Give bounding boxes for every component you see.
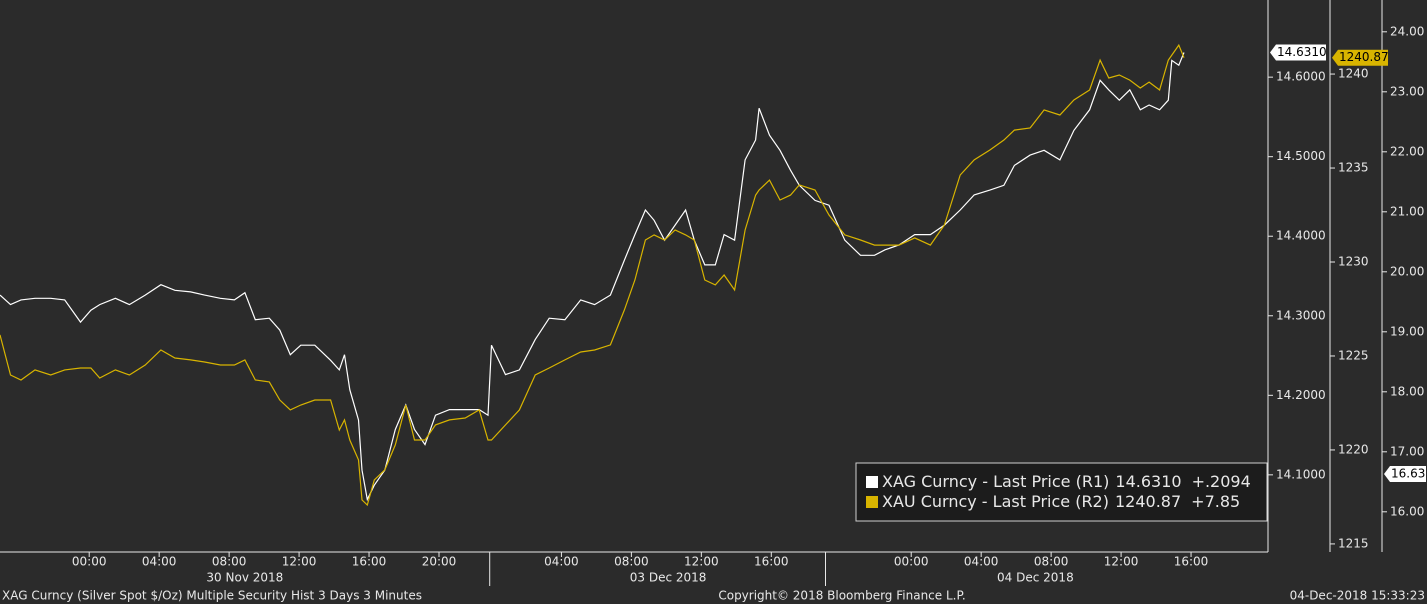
x-tick-label: 04:00 <box>544 555 579 569</box>
footer-center: Copyright© 2018 Bloomberg Finance L.P. <box>718 589 965 603</box>
x-tick-label: 12:00 <box>1104 555 1139 569</box>
x-tick-label: 00:00 <box>72 555 107 569</box>
y-tick-label: 20.00 <box>1390 264 1424 278</box>
legend-entry: XAU Curncy - Last Price (R2) 1240.87 +7.85 <box>882 492 1240 511</box>
x-tick-label: 08:00 <box>1034 555 1069 569</box>
legend-box <box>855 462 1268 522</box>
r3-last-label: 16.63 <box>1391 467 1425 481</box>
legend-swatch <box>866 476 878 488</box>
legend-name: XAG Curncy - Last Price (R1) <box>882 472 1109 491</box>
day-label: 03 Dec 2018 <box>630 571 707 585</box>
x-tick-label: 08:00 <box>614 555 649 569</box>
legend-name: XAU Curncy - Last Price (R2) <box>882 492 1109 511</box>
y-tick-label: 14.6000 <box>1276 70 1326 84</box>
y-tick-label: 1220 <box>1338 442 1369 456</box>
y-tick-label: 1225 <box>1338 348 1369 362</box>
y-tick-label: 24.00 <box>1390 24 1424 38</box>
x-tick-label: 04:00 <box>964 555 999 569</box>
y-tick-label: 14.2000 <box>1276 388 1326 402</box>
y-tick-label: 14.3000 <box>1276 308 1326 322</box>
y-tick-label: 21.00 <box>1390 204 1424 218</box>
y-tick-label: 1230 <box>1338 254 1369 268</box>
legend-value: 14.6310 <box>1115 472 1181 491</box>
y-tick-label: 18.00 <box>1390 384 1424 398</box>
y-tick-label: 14.5000 <box>1276 149 1326 163</box>
last-value-label: 14.6310 <box>1277 45 1327 59</box>
day-label: 04 Dec 2018 <box>997 571 1074 585</box>
y-tick-label: 14.1000 <box>1276 467 1326 481</box>
last-value-label: 1240.87 <box>1339 50 1389 64</box>
y-tick-label: 14.4000 <box>1276 229 1326 243</box>
last-value-label-box <box>1270 44 1326 61</box>
legend-value: 1240.87 <box>1115 492 1181 511</box>
y-tick-label: 1240 <box>1338 67 1369 81</box>
x-tick-label: 00:00 <box>894 555 929 569</box>
x-tick-label: 20:00 <box>422 555 457 569</box>
y-tick-label: 22.00 <box>1390 144 1424 158</box>
y-tick-label: 1235 <box>1338 161 1369 175</box>
r3-last-label-box <box>1384 466 1426 482</box>
y-tick-label: 1215 <box>1338 536 1369 550</box>
y-tick-label: 16.00 <box>1390 504 1424 518</box>
y-tick-label: 19.00 <box>1390 324 1424 338</box>
footer-left: XAG Curncy (Silver Spot $/Oz) Multiple S… <box>2 589 422 603</box>
day-label: 30 Nov 2018 <box>206 571 283 585</box>
x-tick-label: 08:00 <box>212 555 247 569</box>
price-line <box>0 52 1185 502</box>
legend-entry: XAG Curncy - Last Price (R1) 14.6310 +.209… <box>882 472 1251 491</box>
x-tick-label: 12:00 <box>282 555 317 569</box>
x-tick-label: 16:00 <box>754 555 789 569</box>
x-tick-label: 04:00 <box>142 555 177 569</box>
legend-swatch <box>866 496 878 508</box>
x-tick-label: 16:00 <box>1174 555 1209 569</box>
y-tick-label: 23.00 <box>1390 84 1424 98</box>
legend-change: +7.85 <box>1191 492 1240 511</box>
footer-right: 04-Dec-2018 15:33:23 <box>1290 589 1425 603</box>
legend-change: +.2094 <box>1192 472 1251 491</box>
y-tick-label: 17.00 <box>1390 444 1424 458</box>
x-tick-label: 16:00 <box>352 555 387 569</box>
last-value-label-box <box>1332 49 1388 66</box>
x-tick-label: 12:00 <box>684 555 719 569</box>
price-line <box>0 43 1185 507</box>
